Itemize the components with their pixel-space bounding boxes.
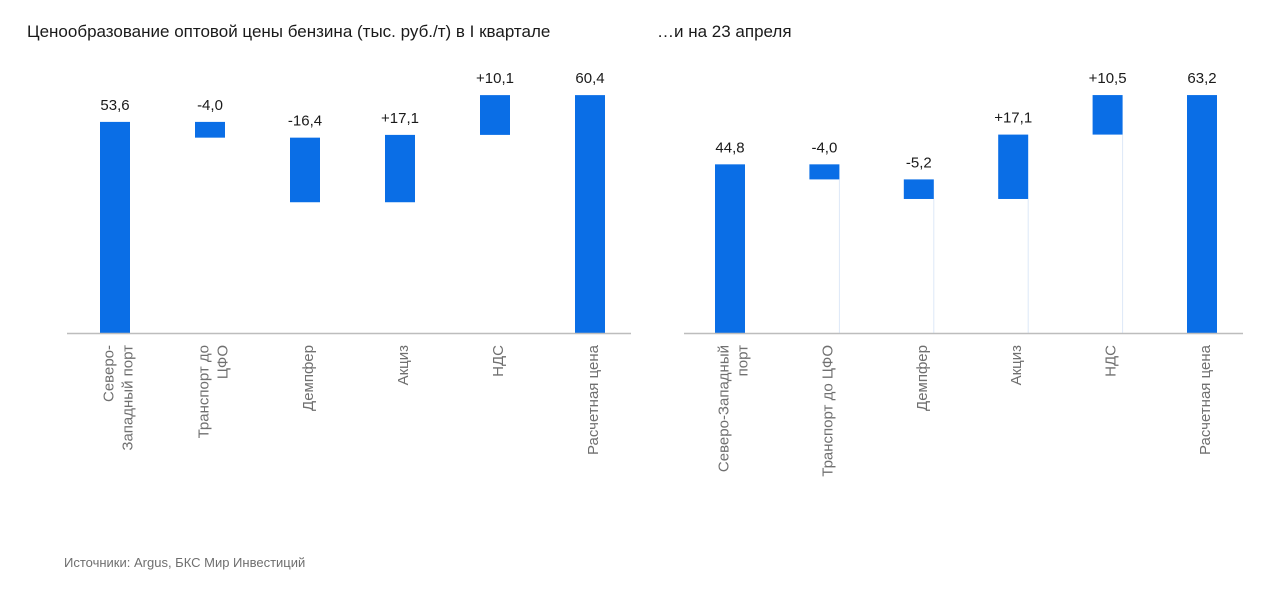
chart-title-left: Ценообразование оптовой цены бензина (ты…	[27, 22, 551, 41]
apr-bar-4	[998, 134, 1029, 199]
source-note: Источники: Argus, БКС Мир Инвестиций	[64, 555, 306, 570]
apr-bar-5	[1092, 95, 1123, 135]
q1-data-label-2: -4,0	[197, 97, 223, 114]
q1-data-label-5: +10,1	[476, 70, 514, 87]
category-label-line: Акциз	[1008, 345, 1025, 386]
category-label-line: Транспорт до ЦФО	[819, 345, 836, 477]
apr-category-label-6: Расчетная цена	[1197, 344, 1214, 455]
category-label-line: Акциз	[395, 345, 412, 386]
q1-bar-1	[100, 121, 130, 333]
category-label-line: ЦФО	[214, 345, 231, 379]
apr-data-label-4: +17,1	[994, 110, 1032, 127]
apr-data-label-5: +10,5	[1089, 70, 1127, 87]
category-label-line: Расчетная цена	[585, 344, 602, 455]
category-label-line: Северо-Западный	[715, 345, 732, 472]
q1-data-label-4: +17,1	[381, 110, 419, 127]
category-label-line: Северо-	[100, 345, 117, 402]
apr-category-label-5: НДС	[1103, 345, 1120, 377]
apr-data-label-2: -4,0	[811, 139, 837, 156]
q1-bar-3	[290, 137, 320, 203]
category-label-line: НДС	[1103, 345, 1120, 377]
apr-bar-6	[1187, 95, 1217, 333]
q1-category-label-4: Акциз	[395, 345, 412, 386]
apr-category-label-3: Демпфер	[914, 345, 931, 411]
apr-data-label-6: 63,2	[1187, 70, 1216, 87]
chart-title-right: …и на 23 апреля	[657, 22, 792, 41]
category-label-line: порт	[734, 345, 751, 376]
apr-category-label-1: Северо-Западный порт	[715, 345, 751, 472]
apr-bar-3	[903, 179, 934, 199]
q1-bar-2	[195, 121, 225, 138]
q1-category-label-6: Расчетная цена	[585, 344, 602, 455]
q1-data-label-3: -16,4	[288, 113, 322, 130]
apr-bar-1	[715, 164, 745, 333]
category-label-line: Транспорт до	[195, 345, 212, 438]
apr-bar-2	[809, 164, 840, 180]
q1-bar-6	[575, 95, 605, 334]
apr-category-label-2: Транспорт до ЦФО	[819, 345, 836, 477]
q1-data-label-6: 60,4	[575, 70, 604, 87]
category-label-line: Западный порт	[119, 345, 136, 451]
q1-data-label-1: 53,6	[100, 97, 129, 114]
category-label-line: НДС	[490, 345, 507, 377]
q1-category-label-5: НДС	[490, 345, 507, 377]
q1-category-label-3: Демпфер	[300, 345, 317, 411]
q1-category-label-2: Транспорт до ЦФО	[195, 345, 231, 438]
apr-category-label-4: Акциз	[1008, 345, 1025, 386]
apr-data-label-3: -5,2	[906, 154, 932, 171]
category-label-line: Демпфер	[300, 345, 317, 411]
q1-bar-5	[480, 95, 510, 135]
category-label-line: Демпфер	[914, 345, 931, 411]
apr-data-label-1: 44,8	[715, 139, 744, 156]
category-label-line: Расчетная цена	[1197, 344, 1214, 455]
q1-bar-4	[385, 134, 415, 203]
q1-category-label-1: Северо- Западный порт	[100, 345, 136, 451]
